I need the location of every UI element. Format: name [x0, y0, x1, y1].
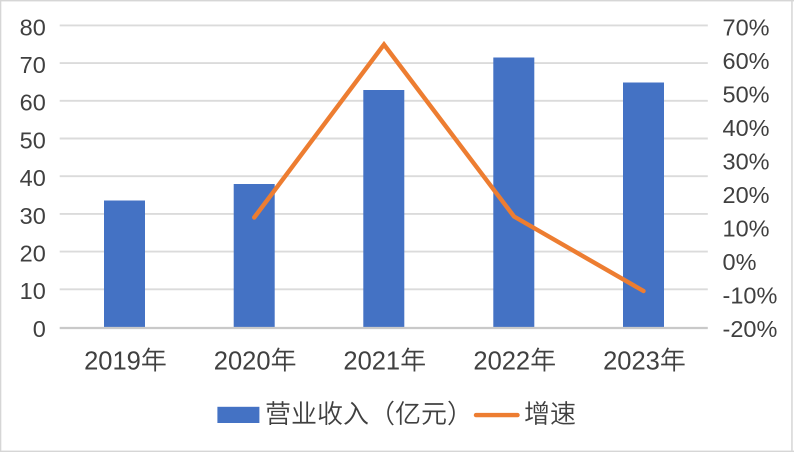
svg-text:20%: 20%: [723, 182, 770, 208]
svg-text:20: 20: [20, 241, 46, 267]
svg-text:2020: 2020: [214, 347, 271, 375]
svg-text:50: 50: [20, 127, 46, 153]
svg-text:70%: 70%: [723, 14, 770, 40]
svg-text:60: 60: [20, 90, 46, 116]
svg-text:-20%: -20%: [723, 316, 778, 342]
svg-text:10%: 10%: [723, 215, 770, 241]
svg-text:2021: 2021: [343, 347, 400, 375]
svg-text:2019: 2019: [84, 347, 141, 375]
svg-text:2023: 2023: [603, 347, 660, 375]
svg-text:40: 40: [20, 165, 46, 191]
svg-text:30%: 30%: [723, 148, 770, 174]
svg-text:70: 70: [20, 52, 46, 78]
svg-text:40%: 40%: [723, 115, 770, 141]
svg-text:-10%: -10%: [723, 282, 778, 308]
svg-text:60%: 60%: [723, 48, 770, 74]
svg-text:2022: 2022: [473, 347, 530, 375]
svg-text:50%: 50%: [723, 81, 770, 107]
svg-text:0: 0: [33, 316, 46, 342]
svg-text:30: 30: [20, 203, 46, 229]
svg-text:10: 10: [20, 278, 46, 304]
svg-text:80: 80: [20, 14, 46, 40]
svg-text:0%: 0%: [723, 249, 757, 275]
